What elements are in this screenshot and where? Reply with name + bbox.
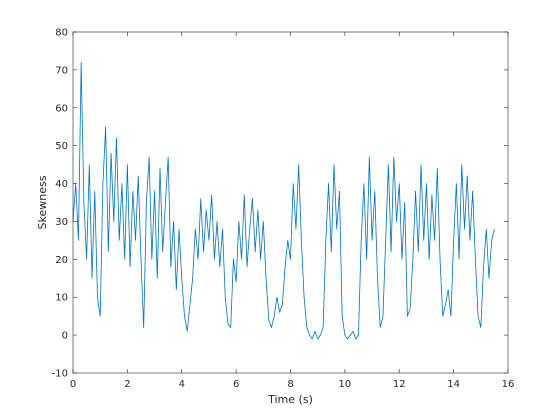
x-tick-label: 2	[124, 379, 130, 390]
x-tick-label: 6	[233, 379, 239, 390]
x-tick-label: 10	[339, 379, 352, 390]
y-tick-label: 30	[55, 217, 68, 228]
y-tick-label: 0	[62, 331, 68, 342]
y-tick-label: 70	[55, 65, 68, 76]
plot-area	[73, 32, 508, 373]
x-tick-label: 16	[502, 379, 515, 390]
data-line	[72, 61, 495, 340]
y-axis-label: Skewness	[36, 175, 49, 229]
y-tick-label: 20	[55, 255, 68, 266]
x-tick-label: 12	[393, 379, 406, 390]
y-tick-label: 50	[55, 141, 68, 152]
y-tick-label: 80	[55, 28, 68, 39]
x-tick-label: 4	[179, 379, 185, 390]
x-tick-label: 8	[287, 379, 293, 390]
y-tick-label: 40	[55, 179, 68, 190]
y-tick-label: 60	[55, 103, 68, 114]
y-tick-label: 10	[55, 293, 68, 304]
y-tick-label: -10	[52, 369, 68, 380]
x-tick-label: 0	[70, 379, 76, 390]
x-axis-label: Time (s)	[267, 393, 313, 406]
x-tick-label: 14	[447, 379, 460, 390]
